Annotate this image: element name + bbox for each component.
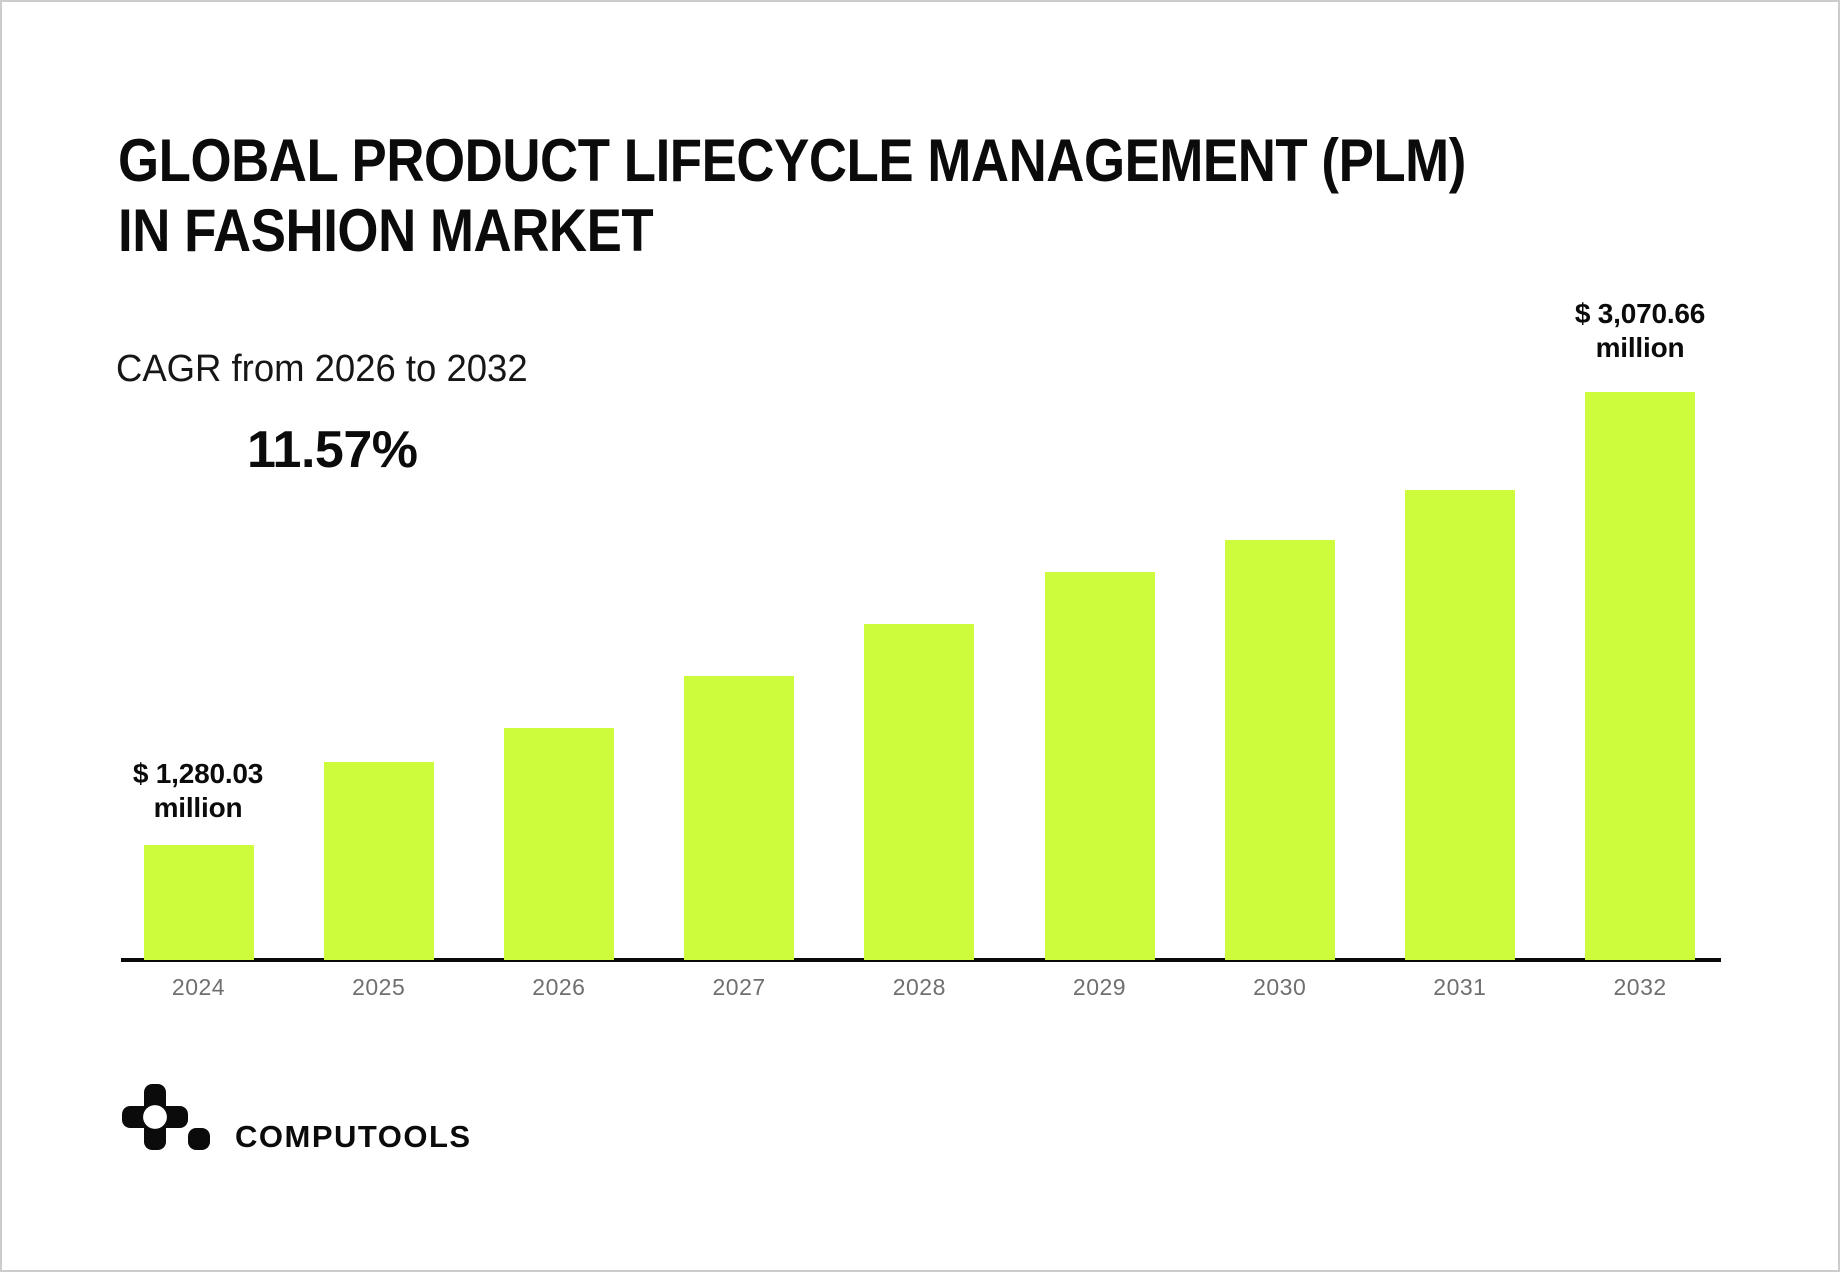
year-label-2028: 2028 [892,974,946,1000]
bar-2028 [864,624,975,960]
bar-2025 [323,762,434,960]
bar-2031 [1404,490,1515,960]
year-label-2027: 2027 [712,974,766,1000]
cagr-value: 11.57% [247,421,418,479]
page-title-line1: GLOBAL PRODUCT LIFECYCLE MANAGEMENT (PLM… [118,127,1466,194]
last-bar-value-amount: $ 3,070.66 [1574,298,1706,329]
bar-2027 [684,676,795,960]
year-label-2025: 2025 [352,974,406,1000]
bar-2030 [1224,540,1335,960]
first-bar-value-amount: $ 1,280.03 [132,758,264,789]
cagr-label: CAGR from 2026 to 2032 [116,348,528,390]
year-label-2031: 2031 [1433,974,1487,1000]
first-bar-value-label: $ 1,280.03 million [48,757,348,825]
computools-logo-icon [122,1084,210,1150]
year-label-2029: 2029 [1072,974,1127,1000]
bar-2026 [503,728,614,960]
bar-2024 [143,845,254,960]
brand-logo: COMPUTOOLS [122,1082,470,1154]
year-label-2024: 2024 [171,974,226,1000]
page-title-line2: IN FASHION MARKET [118,197,654,264]
bar-2032 [1585,392,1696,960]
first-bar-value-unit: million [153,792,243,823]
bar-2029 [1044,572,1155,960]
brand-name: COMPUTOOLS [235,1119,472,1154]
x-axis-line [121,958,1721,962]
year-label-2026: 2026 [532,974,586,1000]
last-bar-value-label: $ 3,070.66 million [1490,297,1790,365]
year-label-2032: 2032 [1613,974,1667,1000]
year-label-2030: 2030 [1253,974,1307,1000]
page-title: GLOBAL PRODUCT LIFECYCLE MANAGEMENT (PLM… [118,126,1466,266]
last-bar-value-unit: million [1595,332,1685,363]
